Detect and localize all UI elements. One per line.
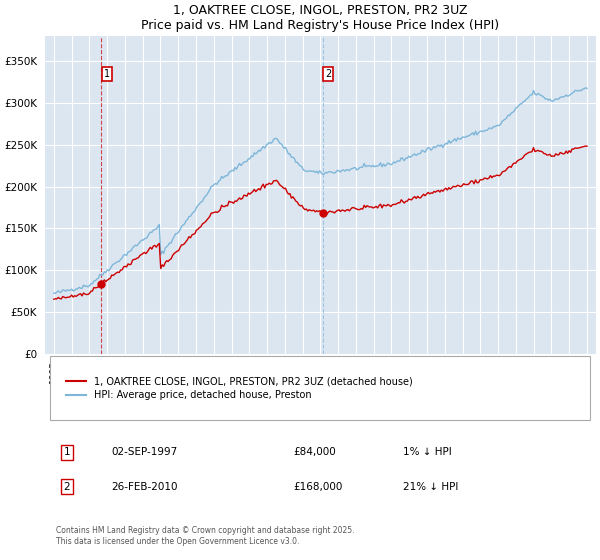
Title: 1, OAKTREE CLOSE, INGOL, PRESTON, PR2 3UZ
Price paid vs. HM Land Registry's Hous: 1, OAKTREE CLOSE, INGOL, PRESTON, PR2 3U… [142, 4, 499, 32]
Text: 26-FEB-2010: 26-FEB-2010 [111, 482, 178, 492]
Text: 1: 1 [64, 447, 70, 457]
Text: 2: 2 [64, 482, 70, 492]
Text: 1% ↓ HPI: 1% ↓ HPI [403, 447, 452, 457]
Text: £84,000: £84,000 [293, 447, 335, 457]
Text: Contains HM Land Registry data © Crown copyright and database right 2025.
This d: Contains HM Land Registry data © Crown c… [56, 526, 355, 545]
Text: 21% ↓ HPI: 21% ↓ HPI [403, 482, 458, 492]
FancyBboxPatch shape [50, 357, 590, 420]
Text: 02-SEP-1997: 02-SEP-1997 [111, 447, 177, 457]
Text: 2: 2 [325, 69, 332, 79]
Text: £168,000: £168,000 [293, 482, 342, 492]
Text: 1: 1 [104, 69, 110, 79]
Legend: 1, OAKTREE CLOSE, INGOL, PRESTON, PR2 3UZ (detached house), HPI: Average price, : 1, OAKTREE CLOSE, INGOL, PRESTON, PR2 3U… [67, 376, 412, 400]
